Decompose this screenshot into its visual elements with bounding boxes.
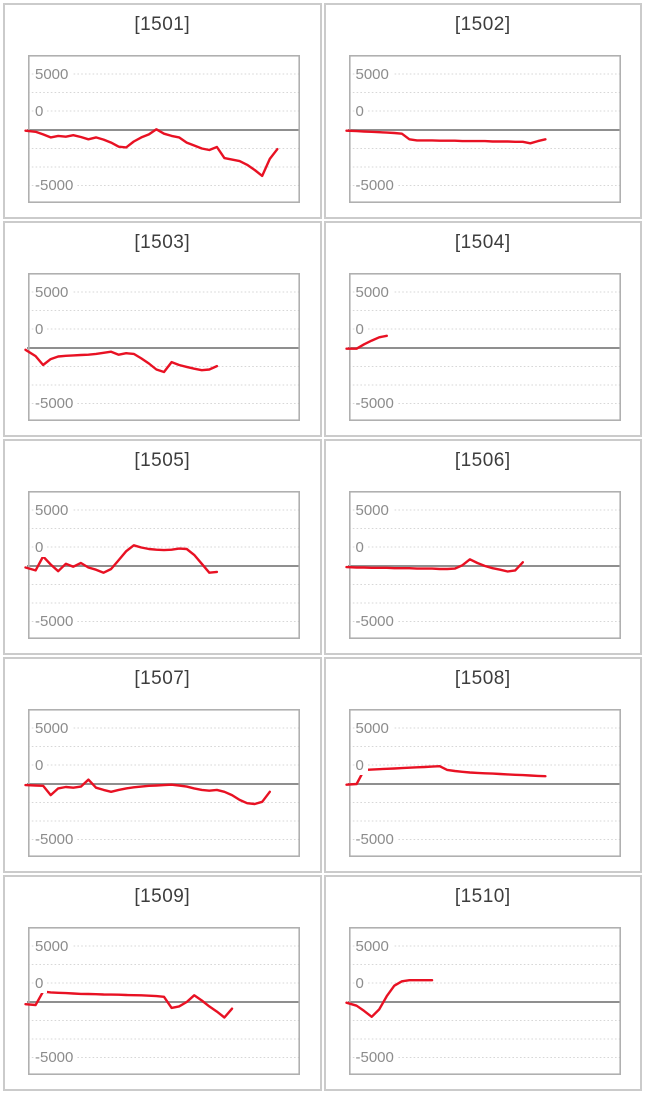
- y-axis-label: 5000: [35, 936, 73, 956]
- y-axis-label: -5000: [355, 394, 398, 413]
- chart-plot-area: 5000 0 -5000: [344, 709, 621, 857]
- chart-cell: [1506] 5000 0 -5000: [323, 439, 642, 655]
- chart-cell: [1507] 5000 0 -5000: [3, 657, 322, 873]
- chart-title: [1507]: [134, 668, 191, 689]
- chart-plot: [344, 273, 621, 421]
- chart-plot: [24, 273, 300, 421]
- plot-frame: [28, 273, 300, 421]
- chart-plot-area: 5000 0 -5000: [344, 55, 621, 203]
- chart-title: [1506]: [454, 450, 511, 471]
- chart-plot: [344, 927, 621, 1075]
- y-axis-label: 0: [35, 101, 48, 121]
- chart-cell: [1505] 5000 0 -5000: [3, 439, 322, 655]
- chart-title: [1505]: [134, 450, 191, 471]
- chart-plot-area: 5000 0 -5000: [24, 709, 300, 857]
- y-axis-label: 5000: [355, 718, 393, 738]
- y-axis-label: 0: [35, 319, 48, 339]
- plot-frame: [348, 55, 621, 203]
- chart-title: [1504]: [454, 232, 511, 253]
- chart-title: [1501]: [134, 14, 191, 35]
- chart-plot: [344, 55, 621, 203]
- chart-plot: [344, 709, 621, 857]
- y-axis-label: 5000: [355, 936, 393, 956]
- y-axis-label: -5000: [35, 176, 78, 195]
- chart-title: [1509]: [134, 886, 191, 907]
- y-axis-label: -5000: [35, 394, 78, 413]
- chart-plot: [24, 55, 300, 203]
- y-axis-label: 0: [355, 537, 368, 557]
- y-axis-label: 0: [35, 973, 48, 993]
- chart-plot: [24, 491, 300, 639]
- y-axis-label: 0: [355, 973, 368, 993]
- chart-cell: [1503] 5000 0 -5000: [3, 221, 322, 437]
- y-axis-label: 5000: [35, 718, 73, 738]
- chart-title: [1503]: [134, 232, 191, 253]
- chart-cell: [1501] 5000 0 -5000: [3, 3, 322, 219]
- chart-plot: [24, 709, 300, 857]
- y-axis-label: -5000: [35, 830, 78, 849]
- series-line: [24, 128, 279, 178]
- chart-plot-area: 5000 0 -5000: [24, 927, 300, 1075]
- chart-plot: [24, 927, 300, 1075]
- y-axis-label: 5000: [355, 64, 393, 84]
- chart-title: [1508]: [454, 668, 511, 689]
- plot-frame: [28, 491, 300, 639]
- chart-title: [1510]: [454, 886, 511, 907]
- y-axis-label: -5000: [355, 830, 398, 849]
- series-line: [24, 544, 219, 574]
- series-line: [344, 979, 433, 1019]
- series-line: [344, 129, 547, 145]
- series-line: [344, 765, 547, 786]
- chart-cell: [1509] 5000 0 -5000: [3, 875, 322, 1091]
- y-axis-label: 5000: [35, 282, 73, 302]
- plot-frame: [348, 927, 621, 1075]
- y-axis-label: 5000: [355, 282, 393, 302]
- series-line: [24, 990, 234, 1019]
- plot-frame: [28, 55, 300, 203]
- series-line: [24, 778, 272, 806]
- y-axis-label: 0: [355, 101, 368, 121]
- chart-plot-area: 5000 0 -5000: [24, 55, 300, 203]
- y-axis-label: -5000: [355, 1048, 398, 1067]
- chart-plot-area: 5000 0 -5000: [344, 491, 621, 639]
- chart-plot-area: 5000 0 -5000: [24, 273, 300, 421]
- y-axis-label: 5000: [355, 500, 393, 520]
- chart-cell: [1510] 5000 0 -5000: [323, 875, 642, 1091]
- plot-frame: [28, 927, 300, 1075]
- chart-cell: [1508] 5000 0 -5000: [323, 657, 642, 873]
- y-axis-label: 0: [35, 537, 48, 557]
- chart-cell: [1502] 5000 0 -5000: [323, 3, 642, 219]
- y-axis-label: 0: [35, 755, 48, 775]
- chart-plot: [344, 491, 621, 639]
- series-line: [344, 558, 524, 573]
- y-axis-label: 5000: [35, 64, 73, 84]
- plot-frame: [28, 709, 300, 857]
- chart-plot-area: 5000 0 -5000: [344, 927, 621, 1075]
- chart-plot-area: 5000 0 -5000: [344, 273, 621, 421]
- y-axis-label: -5000: [355, 176, 398, 195]
- series-line: [24, 348, 219, 374]
- plot-frame: [348, 491, 621, 639]
- chart-title: [1502]: [454, 14, 511, 35]
- y-axis-label: -5000: [355, 612, 398, 631]
- y-axis-label: 0: [355, 755, 368, 775]
- y-axis-label: -5000: [35, 1048, 78, 1067]
- y-axis-label: 5000: [35, 500, 73, 520]
- chart-plot-area: 5000 0 -5000: [24, 491, 300, 639]
- y-axis-label: -5000: [35, 612, 78, 631]
- plot-frame: [348, 273, 621, 421]
- chart-cell: [1504] 5000 0 -5000: [323, 221, 642, 437]
- y-axis-label: 0: [355, 319, 368, 339]
- series-line: [344, 334, 388, 350]
- plot-frame: [348, 709, 621, 857]
